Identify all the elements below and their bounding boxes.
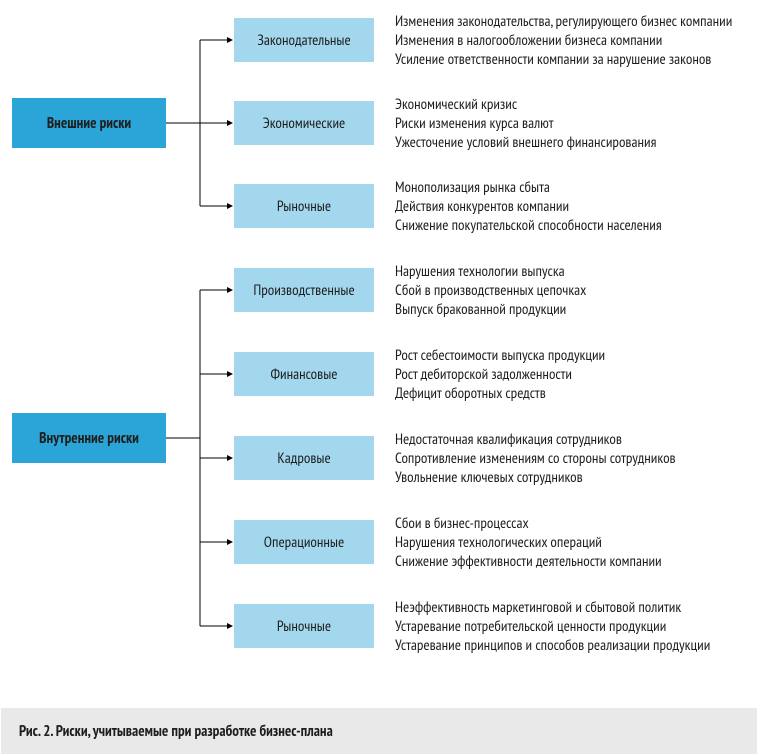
sub-label: Финансовые <box>271 365 338 384</box>
description-line: Изменения в налогообложении бизнеса комп… <box>395 31 755 50</box>
description-line: Монополизация рынка сбыта <box>395 178 755 197</box>
sub-box: Производственные <box>234 268 374 312</box>
sub-box: Кадровые <box>234 436 374 480</box>
description-line: Устаревание принципов и способов реализа… <box>395 636 755 655</box>
sub-label: Рыночные <box>277 197 331 216</box>
description-line: Нарушения технологии выпуска <box>395 262 755 281</box>
description-line: Устаревание потребительской ценности про… <box>395 617 755 636</box>
description-line: Усиление ответственности компании за нар… <box>395 50 755 69</box>
sub-box: Законодательные <box>234 18 374 62</box>
description-line: Рост дебиторской задолженности <box>395 365 755 384</box>
description-line: Сбои в бизнес-процессах <box>395 514 755 533</box>
description: Экономический кризисРиски изменения курс… <box>395 95 755 153</box>
description: Нарушения технологии выпускаСбой в произ… <box>395 262 755 320</box>
caption-text: Рис. 2. Риски, учитываемые при разработк… <box>19 722 333 741</box>
description-line: Дефицит оборотных средств <box>395 384 755 403</box>
description: Сбои в бизнес-процессахНарушения техноло… <box>395 514 755 572</box>
description-line: Сопротивление изменениям со стороны сотр… <box>395 449 755 468</box>
description-line: Недостаточная квалификация сотрудников <box>395 430 755 449</box>
description-line: Изменения законодательства, регулирующег… <box>395 12 755 31</box>
sub-label: Экономические <box>263 114 346 133</box>
description: Изменения законодательства, регулирующег… <box>395 12 755 70</box>
description: Неэффективность маркетинговой и сбытовой… <box>395 598 755 656</box>
description-line: Риски изменения курса валют <box>395 114 755 133</box>
description-line: Снижение покупательской способности насе… <box>395 216 755 235</box>
description: Монополизация рынка сбытаДействия конкур… <box>395 178 755 236</box>
description-line: Выпуск бракованной продукции <box>395 300 755 319</box>
description-line: Ужесточение условий внешнего финансирова… <box>395 133 755 152</box>
description-line: Нарушения технологических операций <box>395 533 755 552</box>
description: Недостаточная квалификация сотрудниковСо… <box>395 430 755 488</box>
description-line: Увольнение ключевых сотрудников <box>395 468 755 487</box>
figure-caption: Рис. 2. Риски, учитываемые при разработк… <box>1 708 757 754</box>
description-line: Действия конкурентов компании <box>395 197 755 216</box>
risk-diagram: Внешние риски Законодательные Изменения за… <box>0 0 756 700</box>
description-line: Рост себестоимости выпуска продукции <box>395 346 755 365</box>
description: Рост себестоимости выпуска продукцииРост… <box>395 346 755 404</box>
description-line: Экономический кризис <box>395 95 755 114</box>
description-line: Снижение эффективности деятельности комп… <box>395 552 755 571</box>
sub-box: Финансовые <box>234 352 374 396</box>
sub-box: Экономические <box>234 101 374 145</box>
sub-box: Операционные <box>234 520 374 564</box>
root-label: Внешние риски <box>47 114 131 133</box>
sub-box: Рыночные <box>234 604 374 648</box>
sub-label: Рыночные <box>277 617 331 636</box>
sub-label: Законодательные <box>257 31 350 50</box>
sub-label: Производственные <box>253 281 354 300</box>
root-box: Внутренние риски <box>12 413 166 463</box>
sub-box: Рыночные <box>234 184 374 228</box>
sub-label: Кадровые <box>277 449 330 468</box>
description-line: Сбой в производственных цепочках <box>395 281 755 300</box>
root-box: Внешние риски <box>12 98 166 148</box>
sub-label: Операционные <box>264 533 344 552</box>
description-line: Неэффективность маркетинговой и сбытовой… <box>395 598 755 617</box>
root-label: Внутренние риски <box>39 429 139 448</box>
